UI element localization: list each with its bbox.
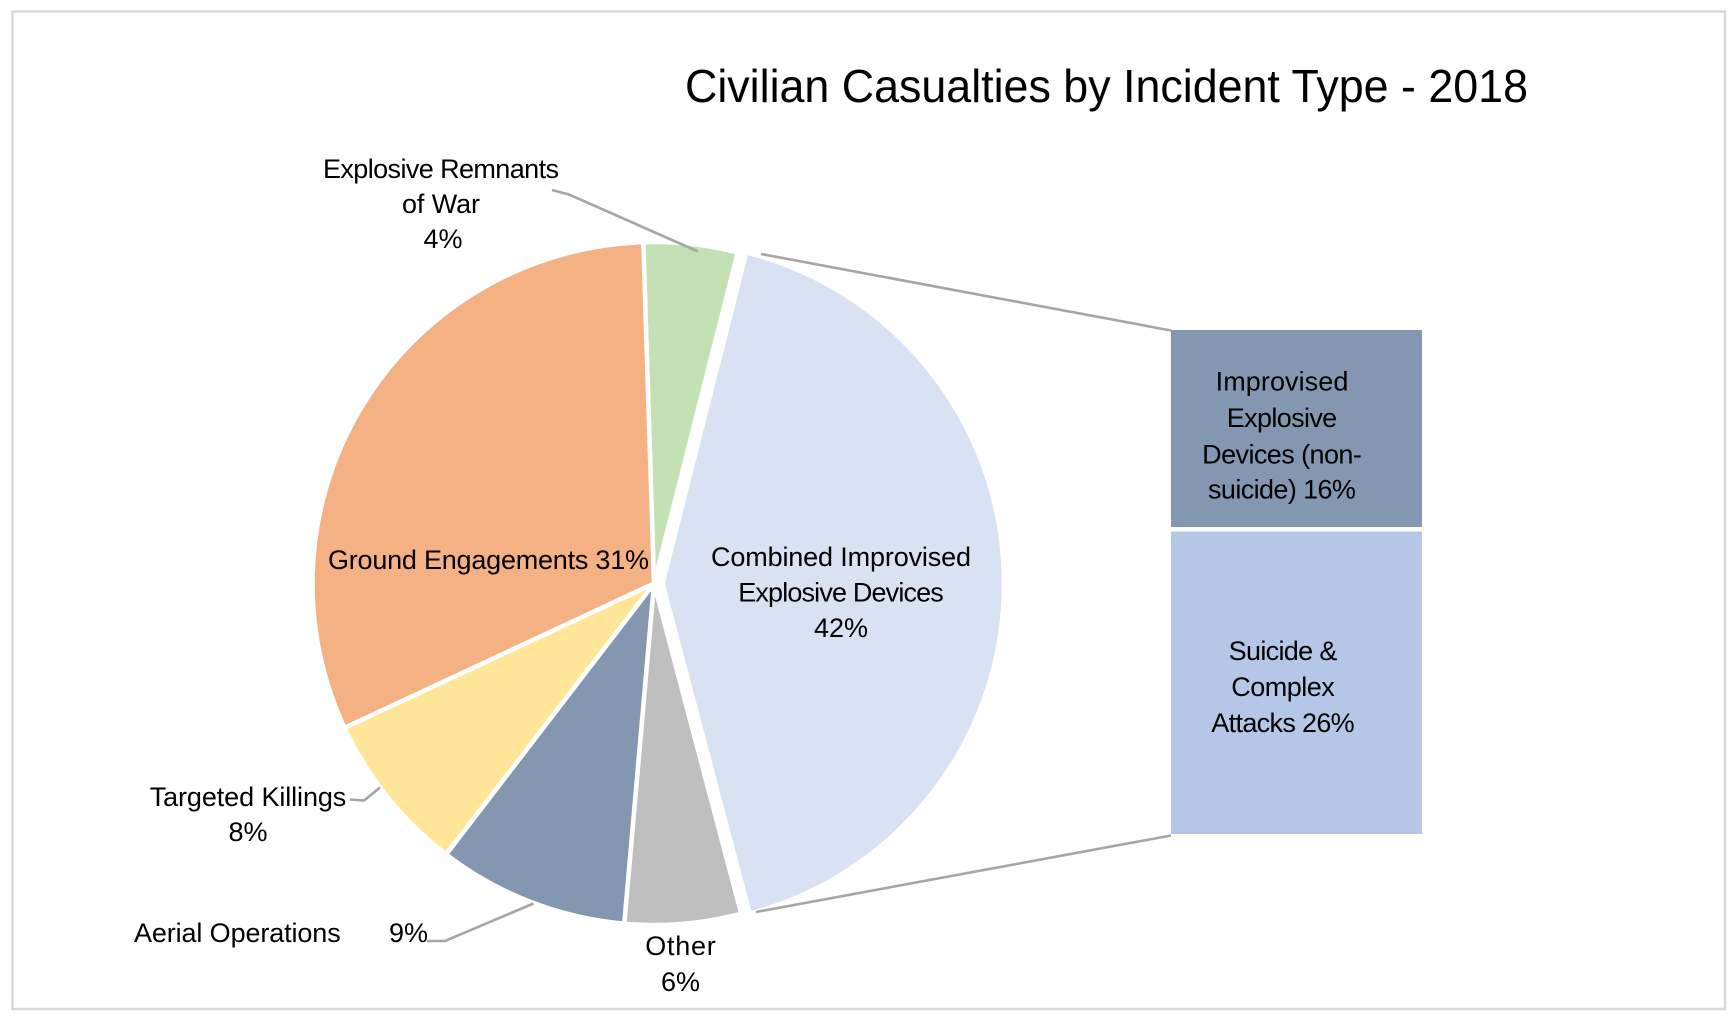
svg-text:Targeted Killings: Targeted Killings: [150, 782, 347, 812]
svg-text:Devices (non-: Devices (non-: [1202, 439, 1362, 469]
svg-text:Other: Other: [645, 931, 715, 961]
svg-text:Attacks 26%: Attacks 26%: [1211, 708, 1354, 738]
svg-text:9%: 9%: [389, 918, 428, 948]
svg-text:Civilian Casualties by Inciden: Civilian Casualties by Incident Type - 2…: [685, 60, 1528, 112]
svg-text:6%: 6%: [661, 967, 700, 997]
svg-text:Improvised: Improvised: [1216, 367, 1349, 397]
svg-text:Complex: Complex: [1231, 672, 1335, 702]
svg-text:Explosive: Explosive: [1227, 403, 1337, 433]
svg-text:Combined Improvised: Combined Improvised: [711, 542, 971, 572]
svg-text:Suicide &: Suicide &: [1229, 636, 1338, 666]
svg-text:Explosive Remnants: Explosive Remnants: [323, 154, 559, 184]
svg-text:Explosive Devices: Explosive Devices: [738, 578, 944, 608]
svg-text:suicide) 16%: suicide) 16%: [1208, 475, 1356, 505]
svg-text:of War: of War: [402, 189, 480, 219]
svg-text:Ground Engagements 31%: Ground Engagements 31%: [328, 545, 649, 575]
svg-text:8%: 8%: [228, 817, 267, 847]
svg-text:4%: 4%: [423, 224, 462, 254]
svg-text:42%: 42%: [814, 613, 868, 643]
svg-text:Aerial Operations: Aerial Operations: [134, 918, 341, 948]
